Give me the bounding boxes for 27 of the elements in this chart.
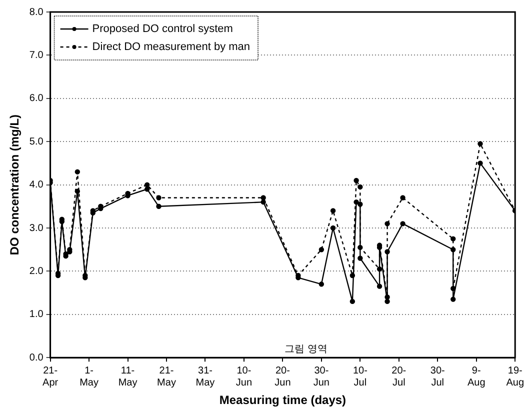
y-axis-title: DO concentration (mg/L) bbox=[8, 114, 22, 256]
y-tick-label: 7.0 bbox=[29, 50, 44, 61]
y-tick-label: 8.0 bbox=[29, 6, 44, 18]
x-tick-label: 10-Jun bbox=[236, 365, 252, 388]
y-tick-label: 2.0 bbox=[29, 266, 44, 277]
y-tick-label: 0.0 bbox=[29, 352, 44, 364]
y-tick-label: 5.0 bbox=[29, 136, 44, 148]
y-tick-label: 4.0 bbox=[29, 180, 44, 191]
x-tick-label: 21-May bbox=[157, 365, 176, 388]
legend-label: Proposed DO control system bbox=[92, 23, 233, 36]
x-axis-title: Measuring time (days) bbox=[219, 393, 346, 408]
x-tick-label: 10-Jul bbox=[352, 365, 368, 388]
legend-label: Direct DO measurement by man bbox=[92, 41, 250, 54]
x-tick-label: 19-Aug bbox=[506, 365, 524, 388]
y-tick-label: 3.0 bbox=[29, 222, 44, 234]
x-tick-label: 9-Aug bbox=[467, 365, 486, 388]
x-tick-label: 30-Jul bbox=[430, 365, 445, 388]
x-tick-label: 1-May bbox=[80, 365, 98, 388]
y-tick-label: 1.0 bbox=[29, 309, 44, 320]
x-tick-label: 21-Apr bbox=[42, 365, 59, 388]
x-tick-label: 11-May bbox=[118, 365, 138, 388]
y-tick-label: 6.0 bbox=[29, 93, 44, 104]
x-tick-label: 31-May bbox=[196, 365, 215, 388]
x-tick-label: 20-Jun bbox=[274, 365, 291, 388]
annotation: 그림 영역 bbox=[284, 344, 328, 356]
x-tick-label: 30-Jun bbox=[313, 365, 330, 388]
x-tick-label: 20-Jul bbox=[392, 365, 406, 388]
